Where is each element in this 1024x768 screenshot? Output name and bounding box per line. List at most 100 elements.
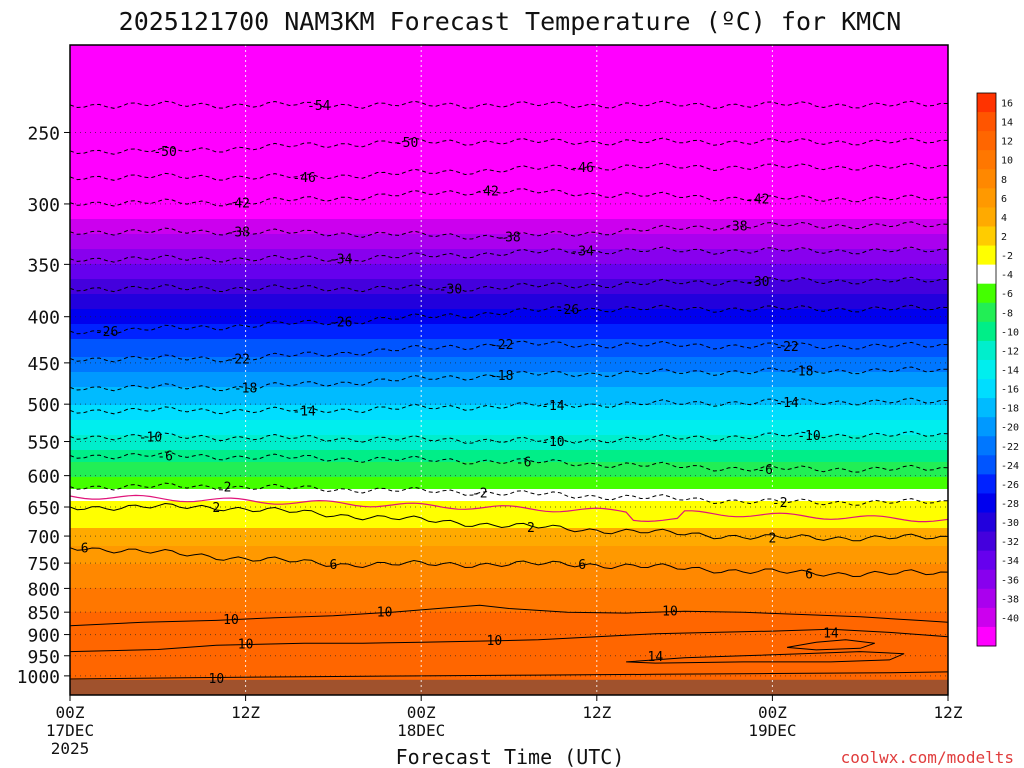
heatmap-band — [70, 201, 948, 205]
contour-label: -14 — [292, 404, 316, 419]
heatmap-band — [70, 81, 948, 85]
heatmap-band — [70, 93, 948, 97]
heatmap-band — [70, 63, 948, 67]
colorbar-swatch — [977, 398, 996, 418]
colorbar-swatch — [977, 226, 996, 247]
colorbar-label: -26 — [1001, 480, 1019, 491]
colorbar-swatch — [977, 245, 996, 266]
heatmap-band — [70, 519, 948, 523]
heatmap-band — [70, 474, 948, 478]
heatmap-band — [70, 213, 948, 217]
heatmap-band — [70, 672, 948, 676]
contour-label: -6 — [516, 456, 532, 471]
y-tick-label: 400 — [27, 308, 60, 329]
heatmap-band — [70, 378, 948, 382]
heatmap-bands — [70, 45, 948, 695]
colorbar-swatch — [977, 550, 996, 571]
y-tick-label: 950 — [27, 647, 60, 668]
y-tick-label: 500 — [27, 395, 60, 416]
contour-line — [70, 304, 948, 335]
colorbar-swatch — [977, 626, 996, 647]
contour-line — [70, 547, 948, 578]
contour-label: -30 — [746, 275, 769, 290]
heatmap-band — [70, 522, 948, 526]
contour-line — [70, 451, 948, 473]
heatmap-band — [70, 330, 948, 334]
y-tick-label: 750 — [27, 554, 60, 575]
heatmap-band — [70, 345, 948, 349]
contour-label: -38 — [497, 231, 520, 246]
colorbar-label: -6 — [1001, 289, 1013, 300]
colorbar-label: -24 — [1001, 461, 1019, 472]
heatmap-band — [70, 276, 948, 280]
heatmap-band — [70, 630, 948, 634]
credit-link[interactable]: coolwx.com/modelts — [841, 748, 1014, 767]
colorbar-swatch — [977, 112, 996, 132]
heatmap-band — [70, 435, 948, 439]
heatmap-band — [70, 600, 948, 604]
contour-label: 10 — [377, 606, 393, 621]
heatmap-band — [70, 231, 948, 235]
heatmap-band — [70, 567, 948, 571]
heatmap-band — [70, 447, 948, 451]
heatmap-band — [70, 624, 948, 628]
heatmap-band — [70, 477, 948, 481]
contour-label: -26 — [95, 325, 118, 340]
contour-label: -18 — [790, 365, 813, 380]
x-tick-label: 18DEC — [397, 721, 445, 740]
heatmap-band — [70, 528, 948, 532]
heatmap-band — [70, 135, 948, 139]
heatmap-band — [70, 183, 948, 187]
heatmap-band — [70, 621, 948, 625]
contour-lines — [70, 100, 948, 680]
contour-line — [70, 137, 948, 155]
heatmap-band — [70, 420, 948, 424]
heatmap-band — [70, 333, 948, 337]
heatmap-band — [70, 405, 948, 409]
colorbar-label: -10 — [1001, 327, 1019, 338]
contour-label: -34 — [329, 253, 353, 268]
heatmap-band — [70, 126, 948, 130]
heatmap-band — [70, 375, 948, 379]
heatmap-band — [70, 174, 948, 178]
contour-line — [70, 276, 948, 293]
x-axis-label: Forecast Time (UTC) — [396, 745, 625, 768]
x-tick-label: 2025 — [51, 739, 90, 758]
heatmap-band — [70, 360, 948, 364]
colorbar-swatch — [977, 131, 996, 151]
heatmap-band — [70, 267, 948, 271]
heatmap-band — [70, 246, 948, 250]
y-tick-label: 700 — [27, 527, 60, 548]
heatmap-band — [70, 108, 948, 112]
heatmap-band — [70, 606, 948, 610]
heatmap-band — [70, 138, 948, 142]
y-tick-label: 550 — [27, 433, 60, 454]
heatmap-band — [70, 618, 948, 622]
heatmap-band — [70, 657, 948, 661]
heatmap-band — [70, 432, 948, 436]
heatmap-band — [70, 573, 948, 577]
heatmap-band — [70, 327, 948, 331]
heatmap-band — [70, 171, 948, 175]
colorbar-label: -2 — [1001, 251, 1013, 262]
x-tick-label: 19DEC — [748, 721, 796, 740]
colorbar-label: 16 — [1001, 99, 1013, 110]
heatmap-band — [70, 57, 948, 61]
heatmap-band — [70, 48, 948, 52]
heatmap-band — [70, 429, 948, 433]
heatmap-band — [70, 444, 948, 448]
heatmap-band — [70, 132, 948, 136]
y-tick-label: 450 — [27, 354, 60, 375]
contour-label: -18 — [490, 369, 513, 384]
heatmap-band — [70, 651, 948, 655]
colorbar-swatch — [977, 321, 996, 342]
heatmap-band — [70, 117, 948, 121]
heatmap-band — [70, 549, 948, 553]
heatmap-band — [70, 501, 948, 505]
contour-label: -14 — [775, 396, 799, 411]
heatmap-band — [70, 60, 948, 64]
contour-line — [70, 188, 948, 207]
contour-line — [70, 482, 948, 506]
contour-label: -2 — [472, 486, 488, 501]
heatmap-band — [70, 300, 948, 304]
